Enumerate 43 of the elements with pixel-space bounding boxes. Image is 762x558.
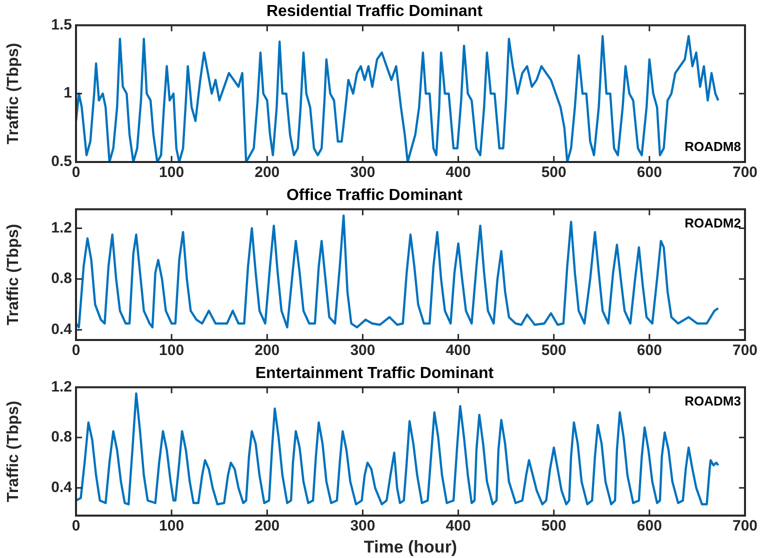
x-tick-label: 400 (446, 518, 471, 535)
x-tick-label: 100 (159, 164, 184, 182)
annotation: ROADM8 (684, 139, 741, 154)
x-axis-title: Time (hour) (364, 537, 458, 556)
y-tick-label: 0.4 (51, 320, 73, 338)
y-axis-title: Traffic (Tbps) (5, 42, 22, 144)
x-tick-label: 500 (541, 164, 566, 182)
x-tick-label: 200 (254, 518, 280, 535)
x-tick-label: 300 (350, 164, 376, 182)
y-axis-title: Traffic (Tbps) (5, 224, 22, 326)
x-tick-label: 0 (72, 164, 80, 182)
x-tick-label: 600 (636, 342, 662, 360)
x-tick-label: 700 (732, 518, 758, 535)
x-tick-label: 500 (541, 342, 566, 360)
x-tick-label: 500 (541, 518, 566, 535)
chart-title: Office Traffic Dominant (286, 187, 464, 204)
x-tick-label: 300 (350, 342, 376, 360)
y-tick-label: 1.2 (51, 219, 72, 236)
y-tick-label: 0.4 (51, 479, 73, 496)
y-tick-label: 1.2 (51, 378, 72, 396)
x-tick-label: 200 (254, 342, 280, 360)
x-tick-label: 400 (446, 342, 471, 360)
y-tick-label: 0.8 (51, 270, 72, 288)
x-tick-label: 100 (159, 518, 184, 535)
chart-title: Entertainment Traffic Dominant (255, 365, 494, 382)
x-tick-label: 200 (254, 164, 280, 182)
x-tick-label: 300 (350, 518, 376, 535)
y-tick-label: 0.5 (51, 153, 72, 170)
x-tick-label: 600 (636, 164, 662, 182)
annotation: ROADM2 (684, 215, 741, 230)
x-tick-label: 100 (159, 342, 184, 360)
chart-title: Residential Traffic Dominant (266, 3, 484, 20)
x-tick-label: 700 (732, 342, 758, 360)
y-axis-title: Traffic (Tbps) (5, 400, 22, 502)
y-tick-label: 1.5 (51, 16, 72, 34)
x-tick-label: 700 (732, 164, 758, 182)
annotation: ROADM3 (684, 393, 741, 408)
y-tick-label: 1 (64, 84, 72, 102)
x-tick-label: 0 (72, 518, 80, 535)
x-tick-label: 0 (72, 342, 80, 360)
y-tick-label: 0.8 (51, 428, 72, 446)
x-tick-label: 600 (636, 518, 662, 535)
x-tick-label: 400 (446, 164, 471, 182)
